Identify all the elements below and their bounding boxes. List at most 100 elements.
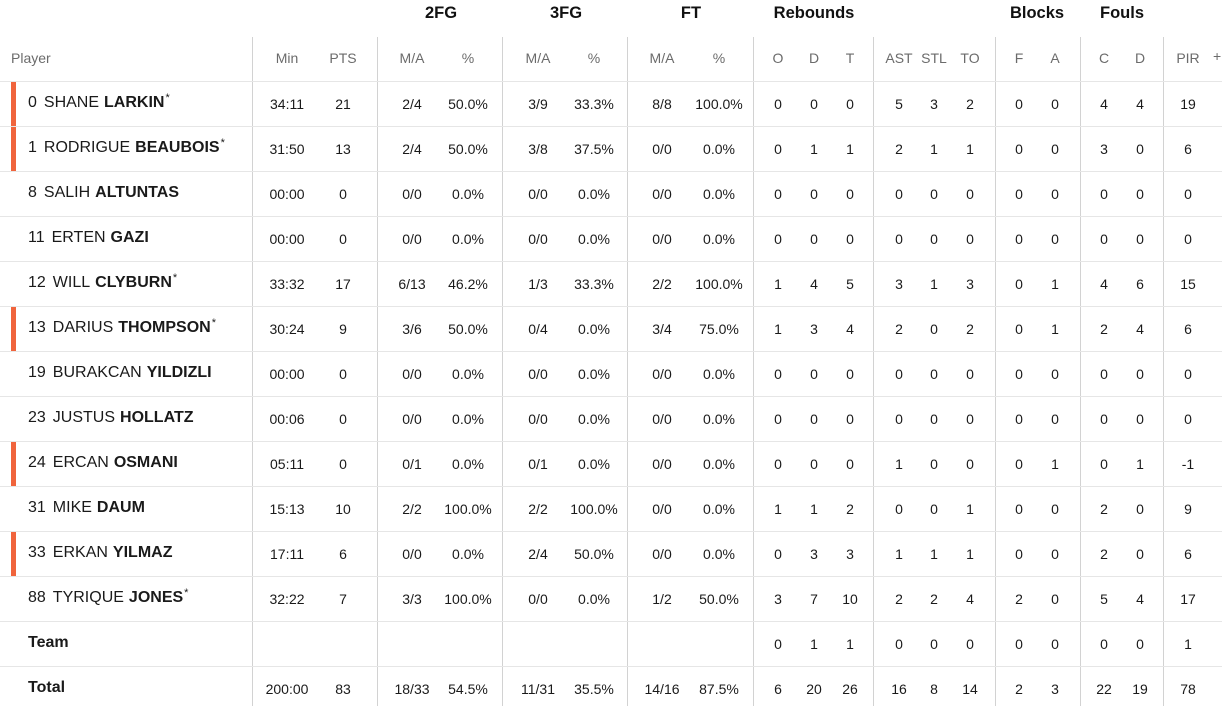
header-to[interactable]: TO bbox=[960, 50, 980, 66]
player-name-link[interactable]: 31 MIKE DAUM bbox=[28, 499, 146, 517]
stat-fg3-pct: 0.0% bbox=[578, 321, 610, 337]
player-name-link[interactable]: 0 SHANE LARKIN* bbox=[28, 92, 170, 112]
table-row: 24 ERCAN OSMANI 05:11 0 0/1 0.0% 0/1 0.0% 0/0 0.0%… bbox=[0, 441, 1222, 486]
header-3fg-ma[interactable]: M/A bbox=[525, 50, 551, 66]
player-number: 23 bbox=[28, 409, 46, 426]
stat-reb-t: 2 bbox=[846, 501, 854, 517]
stat-pts: 10 bbox=[335, 501, 351, 517]
row-separator bbox=[0, 576, 1222, 577]
stat-reb-d: 0 bbox=[810, 456, 818, 472]
table-row: 33 ERKAN YILMAZ 17:11 6 0/0 0.0% 2/4 50.0% 0/0 0.0… bbox=[0, 531, 1222, 576]
player-number: 19 bbox=[28, 364, 46, 381]
header-ast[interactable]: AST bbox=[885, 50, 913, 66]
stat-fg2-pct: 100.0% bbox=[444, 591, 492, 607]
stat-to: 1 bbox=[966, 546, 974, 562]
stat-fg2-pct: 50.0% bbox=[448, 321, 488, 337]
table-row: 31 MIKE DAUM 15:13 10 2/2 100.0% 2/2 100.0% 0/0 0.… bbox=[0, 486, 1222, 531]
stat-fg2-pct: 0.0% bbox=[452, 231, 484, 247]
header-pts[interactable]: PTS bbox=[329, 50, 357, 66]
player-number: 8 bbox=[28, 184, 37, 201]
stat-reb-o: 0 bbox=[774, 456, 782, 472]
starting-five-marker: * bbox=[172, 272, 178, 284]
player-name-link[interactable]: 12 WILL CLYBURN* bbox=[28, 272, 178, 292]
player-number: 88 bbox=[28, 589, 46, 606]
stat-to: 2 bbox=[966, 96, 974, 112]
column-group-header: 2FG 3FG FT Rebounds Blocks Fouls bbox=[0, 0, 1222, 28]
stat-ft-ma: 1/2 bbox=[652, 591, 672, 607]
player-number: 1 bbox=[28, 139, 37, 156]
header-ft-ma[interactable]: M/A bbox=[649, 50, 675, 66]
stat-fg3-pct: 0.0% bbox=[578, 366, 610, 382]
stat-fg3-ma: 0/1 bbox=[528, 456, 548, 472]
stat-stl: 0 bbox=[930, 366, 938, 382]
stat-reb-d: 1 bbox=[810, 636, 818, 652]
stat-foul-c: 22 bbox=[1096, 681, 1112, 697]
player-name-link[interactable]: 11 ERTEN GAZI bbox=[28, 229, 150, 247]
stat-ft-ma: 0/0 bbox=[652, 546, 672, 562]
stat-fg2-pct: 0.0% bbox=[452, 186, 484, 202]
stat-reb-o: 0 bbox=[774, 231, 782, 247]
player-number: 13 bbox=[28, 319, 46, 336]
row-separator bbox=[0, 531, 1222, 532]
stat-reb-o: 6 bbox=[774, 681, 782, 697]
header-reb-d[interactable]: D bbox=[808, 50, 820, 66]
player-name-link[interactable]: 24 ERCAN OSMANI bbox=[28, 454, 179, 472]
stat-fg3-pct: 0.0% bbox=[578, 411, 610, 427]
stat-reb-o: 0 bbox=[774, 546, 782, 562]
stat-reb-d: 4 bbox=[810, 276, 818, 292]
player-name-link[interactable]: 33 ERKAN YILMAZ bbox=[28, 544, 173, 562]
header-stl[interactable]: STL bbox=[921, 50, 947, 66]
stat-to: 14 bbox=[962, 681, 978, 697]
row-separator bbox=[0, 396, 1222, 397]
stat-ft-ma: 0/0 bbox=[652, 186, 672, 202]
stat-to: 0 bbox=[966, 411, 974, 427]
header-foul-d[interactable]: D bbox=[1134, 50, 1146, 66]
player-first-name: RODRIGUE bbox=[43, 139, 131, 156]
stat-reb-d: 7 bbox=[810, 591, 818, 607]
table-row: 13 DARIUS THOMPSON* 30:24 9 3/6 50.0% 0/4 0.0% 3/… bbox=[0, 306, 1222, 351]
stat-to: 0 bbox=[966, 636, 974, 652]
stat-min: 15:13 bbox=[269, 501, 305, 517]
header-reb-o[interactable]: O bbox=[772, 50, 784, 66]
player-name-link[interactable]: 23 JUSTUS HOLLATZ bbox=[28, 409, 195, 427]
header-blk-a[interactable]: A bbox=[1050, 50, 1060, 66]
stat-pir: 19 bbox=[1180, 96, 1196, 112]
stat-stl: 3 bbox=[930, 96, 938, 112]
header-3fg-pct[interactable]: % bbox=[587, 50, 601, 66]
stat-blk-a: 0 bbox=[1051, 231, 1059, 247]
stat-fg3-ma: 1/3 bbox=[528, 276, 548, 292]
header-pir[interactable]: PIR bbox=[1176, 50, 1200, 66]
stat-reb-d: 0 bbox=[810, 186, 818, 202]
header-foul-c[interactable]: C bbox=[1098, 50, 1110, 66]
stat-fg3-pct: 0.0% bbox=[578, 591, 610, 607]
header-reb-t[interactable]: T bbox=[845, 50, 855, 66]
header-player[interactable]: Player bbox=[11, 50, 51, 66]
stat-pir: 6 bbox=[1184, 546, 1192, 562]
header-min[interactable]: Min bbox=[275, 50, 299, 66]
player-name-link[interactable]: 13 DARIUS THOMPSON* bbox=[28, 317, 216, 337]
stat-ft-pct: 0.0% bbox=[703, 456, 735, 472]
expand-columns-button[interactable]: + bbox=[1213, 48, 1222, 64]
header-2fg-ma[interactable]: M/A bbox=[399, 50, 425, 66]
header-2fg-pct[interactable]: % bbox=[461, 50, 475, 66]
player-name-link[interactable]: 8 SALIH ALTUNTAS bbox=[28, 184, 180, 202]
stat-blk-a: 1 bbox=[1051, 321, 1059, 337]
stat-foul-d: 4 bbox=[1136, 591, 1144, 607]
player-name-link[interactable]: 1 RODRIGUE BEAUBOIS* bbox=[28, 137, 225, 157]
header-ft-pct[interactable]: % bbox=[712, 50, 726, 66]
player-last-name: DAUM bbox=[96, 499, 145, 516]
player-first-name: ERCAN bbox=[52, 454, 109, 471]
header-blk-f[interactable]: F bbox=[1014, 50, 1024, 66]
stat-reb-t: 5 bbox=[846, 276, 854, 292]
player-name-link[interactable]: 88 TYRIQUE JONES* bbox=[28, 587, 188, 607]
player-name-link[interactable]: 19 BURAKCAN YILDIZLI bbox=[28, 364, 213, 382]
table-row: 12 WILL CLYBURN* 33:32 17 6/13 46.2% 1/3 33.3% 2/… bbox=[0, 261, 1222, 306]
column-divider bbox=[252, 37, 253, 706]
stat-fg2-ma: 18/33 bbox=[394, 681, 430, 697]
table-row: 11 ERTEN GAZI 00:00 0 0/0 0.0% 0/0 0.0% 0/0 0.0% 0 0… bbox=[0, 216, 1222, 261]
stat-fg3-pct: 50.0% bbox=[574, 546, 614, 562]
stat-min: 200:00 bbox=[265, 681, 309, 697]
stat-to: 1 bbox=[966, 501, 974, 517]
stat-ft-ma: 14/16 bbox=[644, 681, 680, 697]
stat-fg2-ma: 3/6 bbox=[402, 321, 422, 337]
